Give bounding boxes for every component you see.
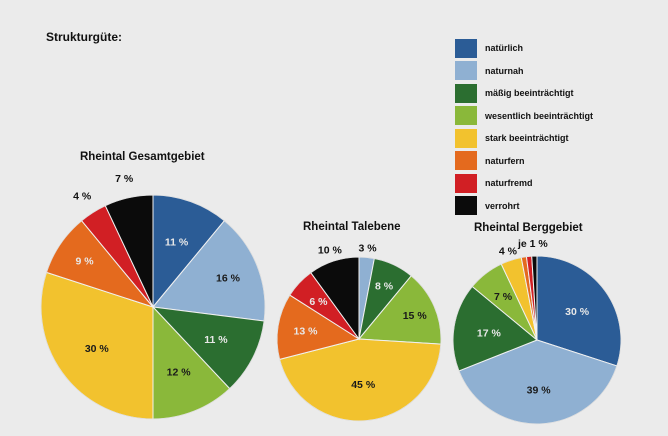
legend-item-naturnah: naturnah <box>455 60 593 83</box>
data-label: 13 % <box>294 326 319 338</box>
legend-swatch <box>455 106 477 126</box>
data-label: 10 % <box>318 244 343 256</box>
legend-label: stark beeinträchtigt <box>485 133 569 144</box>
pie-title: Rheintal Berggebiet <box>474 222 583 234</box>
data-label: 12 % <box>167 367 192 379</box>
data-label: 16 % <box>216 272 241 284</box>
legend-swatch <box>455 128 477 148</box>
legend-item-stark: stark beeinträchtigt <box>455 127 593 150</box>
data-label: 3 % <box>359 243 378 255</box>
legend-item-verrohrt: verrohrt <box>455 195 593 218</box>
legend-label: naturfremd <box>485 178 533 189</box>
data-label: 30 % <box>85 343 110 355</box>
legend-item-naturfern: naturfern <box>455 150 593 173</box>
data-label: 39 % <box>527 385 552 397</box>
chart-heading: Strukturgüte: <box>46 30 122 44</box>
legend-swatch <box>455 196 477 216</box>
legend-swatch <box>455 83 477 103</box>
legend-label: naturfern <box>485 155 525 166</box>
legend-swatch <box>455 61 477 81</box>
legend-label: verrohrt <box>485 200 520 211</box>
data-label: 7 % <box>494 291 513 303</box>
data-label: 45 % <box>351 379 376 391</box>
legend-item-naturlich: natürlich <box>455 37 593 60</box>
legend-swatch <box>455 151 477 171</box>
legend-label: natürlich <box>485 43 524 54</box>
legend-label: naturnah <box>485 65 524 76</box>
legend-item-massig: mäßig beeinträchtigt <box>455 82 593 105</box>
data-label: 11 % <box>165 237 189 249</box>
legend-label: mäßig beeinträchtigt <box>485 88 574 99</box>
data-label: 17 % <box>477 327 502 339</box>
data-label: 6 % <box>309 296 328 308</box>
legend-item-wesentlich: wesentlich beeinträchtigt <box>455 105 593 128</box>
legend-swatch <box>455 38 477 58</box>
pie-annotation: je 1 % <box>517 238 548 250</box>
pie-outline <box>40 194 266 420</box>
pie-outline <box>452 255 622 425</box>
legend-swatch <box>455 173 477 193</box>
data-label: 4 % <box>73 190 92 202</box>
data-label: 30 % <box>565 306 590 318</box>
legend: natürlich naturnah mäßig beeinträchtigt … <box>455 37 593 217</box>
data-label: 8 % <box>375 281 394 293</box>
legend-label: wesentlich beeinträchtigt <box>485 110 594 121</box>
data-label: 11 % <box>204 334 228 346</box>
data-label: 7 % <box>115 173 134 185</box>
data-label: 4 % <box>499 246 518 258</box>
pie-title: Rheintal Gesamtgebiet <box>80 151 205 163</box>
pie-outline <box>276 256 442 422</box>
legend-item-naturfremd: naturfremd <box>455 172 593 195</box>
pie-title: Rheintal Talebene <box>303 221 401 233</box>
data-label: 9 % <box>75 255 94 267</box>
data-label: 15 % <box>403 310 428 322</box>
